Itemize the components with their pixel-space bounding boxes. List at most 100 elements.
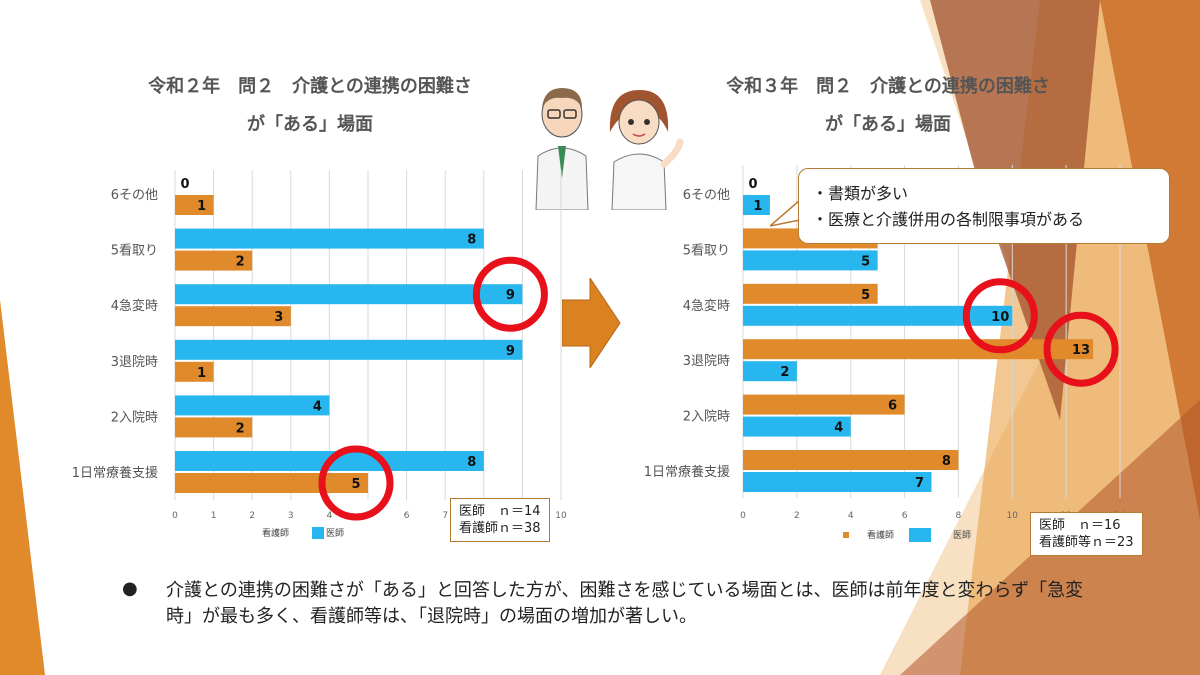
bar-nurse [743,283,878,304]
data-label: 1 [197,199,206,214]
x-tick-label: 10 [1007,511,1019,521]
category-label: 5看取り [111,243,158,259]
category-label: 4急変時 [111,298,158,314]
bar-doctor [743,361,797,382]
bar-nurse [175,195,214,215]
left-chart-title: 令和２年 問２ 介護との連携の困難さ が「ある」場面 [90,68,530,144]
data-label: 8 [467,233,476,248]
legend-doctor-swatch [312,527,324,539]
data-label: 9 [506,344,515,359]
category-label: 6その他 [111,188,158,203]
category-label: 6その他 [683,188,730,203]
right-sample-size-box: 医師 ｎ＝16 看護師等ｎ＝23 [1030,512,1143,556]
legend-nurse-label: 看護師 [262,527,289,539]
bar-nurse [743,450,959,470]
data-label: 8 [467,455,476,470]
bar-doctor [175,395,330,416]
data-label: 1 [197,366,206,381]
bullet-icon: ● [122,578,138,599]
x-tick-label: 6 [902,511,908,521]
bar-doctor [743,472,932,492]
bar-nurse [743,394,905,415]
data-label: 2 [236,255,245,270]
x-tick-label: 3 [288,511,294,521]
bg-shape-left [0,300,45,675]
x-tick-label: 2 [249,511,255,521]
category-label: 2入院時 [683,410,730,425]
data-label: 2 [236,421,245,436]
x-tick-label: 2 [794,511,800,521]
highlight-circle [318,445,394,521]
data-label: 0 [748,177,757,192]
data-label: 5 [351,477,360,492]
bar-nurse [175,250,253,271]
bar-doctor [743,195,770,215]
bar-doctor [743,416,851,437]
x-tick-label: 1 [211,511,217,521]
bar-doctor [175,339,523,360]
category-label: 3退院時 [111,355,158,370]
data-label: 3 [274,310,283,325]
data-label: 1 [753,199,762,214]
bar-doctor [175,228,484,249]
legend-doctor-label: 医師 [953,529,971,541]
data-label: 5 [861,254,870,269]
right-chart-title: 令和３年 問２ 介護との連携の困難さ が「ある」場面 [668,68,1108,144]
data-label: 8 [942,454,951,469]
category-label: 4急変時 [683,298,730,314]
category-label: 2入院時 [111,410,158,425]
callout-line-1: ・書類が多い [812,184,909,203]
left-sample-size-box: 医師 ｎ＝14 看護師ｎ＝38 [450,498,550,542]
category-label: 3退院時 [683,354,730,369]
data-label: 10 [991,310,1009,325]
comment-callout [798,168,1170,244]
category-label: 1日常療養支援 [72,465,158,481]
right-title-line2: が「ある」場面 [825,114,951,135]
legend-nurse-label: 看護師 [867,529,894,541]
highlight-circle [1043,311,1119,387]
x-tick-label: 0 [172,511,178,521]
bar-nurse [175,361,214,382]
x-tick-label: 4 [848,511,854,521]
doctor-illustration [535,88,589,210]
data-label: 2 [780,365,789,380]
bar-doctor [175,284,523,305]
category-label: 5看取り [683,242,730,258]
bar-nurse [175,306,291,327]
data-label: 0 [180,177,189,192]
x-tick-label: 4 [327,511,333,521]
right-title-line1: 令和３年 問２ 介護との連携の困難さ [726,76,1050,97]
data-label: 6 [888,399,897,414]
data-label: 5 [861,288,870,303]
x-tick-label: 10 [555,511,567,521]
bar-nurse [743,339,1094,360]
left-title-line2: が「ある」場面 [247,114,373,135]
category-label: 1日常療養支援 [644,464,730,480]
data-label: 4 [313,399,322,414]
data-label: 7 [915,476,924,491]
bg-shape-right-4 [1100,0,1200,520]
legend-doctor-label: 医師 [326,527,344,539]
callout-line-2: ・医療と介護併用の各制限事項がある [812,210,1085,229]
bar-nurse [175,417,253,438]
left-title-line1: 令和２年 問２ 介護との連携の困難さ [148,76,472,97]
x-tick-label: 8 [956,511,962,521]
highlight-circle [962,278,1038,354]
summary-note-text: 介護との連携の困難さが「ある」と回答した方が、困難さを感じている場面とは、医師は… [166,580,1084,627]
data-label: 9 [506,288,515,303]
nurse-illustration [609,90,684,210]
legend-nurse-swatch [843,532,849,538]
x-tick-label: 6 [404,511,410,521]
x-tick-label: 0 [740,511,746,521]
x-tick-label: 7 [442,511,448,521]
right-arrow-icon [562,278,621,368]
data-label: 4 [834,421,843,436]
legend-doctor-swatch [909,528,931,542]
highlight-circle [472,256,548,332]
bar-doctor [743,250,878,271]
bar-doctor [743,305,1013,326]
data-label: 13 [1072,343,1090,358]
summary-note: 介護との連携の困難さが「ある」と回答した方が、困難さを感じている場面とは、医師は… [166,578,1096,630]
